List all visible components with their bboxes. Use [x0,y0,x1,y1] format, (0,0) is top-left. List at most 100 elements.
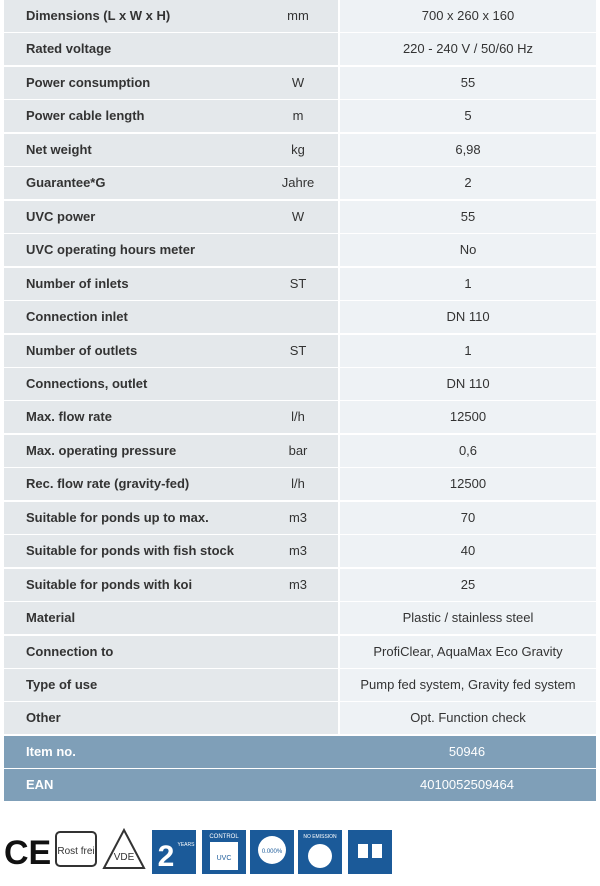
row-value: Pump fed system, Gravity fed system [340,669,596,701]
footer-value: 4010052509464 [338,769,596,802]
badges: CE Rost frei VDE 2 YEARS CONTROL UVC 0.0… [4,827,392,874]
row-label: Other [4,702,258,735]
years-text: YEARS [178,842,196,848]
spec-row: Suitable for ponds with koi m3 25 [4,568,596,601]
row-unit: W [258,66,338,99]
spec-row: Rated voltage 220 - 240 V / 50/60 Hz [4,33,596,66]
row-label: Type of use [4,669,258,701]
row-unit [258,702,338,735]
row-label: Max. operating pressure [4,434,258,467]
row-unit: l/h [258,468,338,501]
spec-row: Power consumption W 55 [4,66,596,99]
uvc-text: UVC [217,855,232,862]
row-label: Suitable for ponds up to max. [4,501,258,534]
row-unit [258,301,338,334]
row-unit: m [258,100,338,133]
row-unit: W [258,200,338,233]
vde-badge [102,827,146,869]
spec-row: Type of use Pump fed system, Gravity fed … [4,669,596,701]
row-value: 6,98 [340,133,596,166]
spec-row: Connection to ProfiClear, AquaMax Eco Gra… [4,635,596,668]
row-label: UVC operating hours meter [4,234,258,267]
row-unit: m3 [258,501,338,534]
row-value: No [340,234,596,267]
spec-row: Suitable for ponds with fish stock m3 40 [4,535,596,568]
row-value: Plastic / stainless steel [340,602,596,635]
row-value: 55 [340,66,596,99]
row-value: 12500 [340,401,596,434]
row-label: Net weight [4,133,258,166]
row-label: Max. flow rate [4,401,258,434]
row-label: Power consumption [4,66,258,99]
spec-row: Other Opt. Function check [4,702,596,735]
rost-text: Rost frei [57,846,94,857]
percent-text: 0.000% [262,849,283,855]
row-label: Power cable length [4,100,258,133]
footer-label: Item no. [4,735,338,768]
control-text: CONTROL [209,834,239,840]
row-unit [258,234,338,267]
control-icon [210,842,238,870]
row-label: Connection to [4,635,258,668]
row-value: 220 - 240 V / 50/60 Hz [340,33,596,66]
row-label: Suitable for ponds with koi [4,568,258,601]
row-unit: Jahre [258,167,338,200]
spec-row: UVC power W 55 [4,200,596,233]
row-unit: m3 [258,568,338,601]
spec-row: Power cable length m 5 [4,100,596,133]
spec-row: Connection inlet DN 110 [4,301,596,334]
row-value: DN 110 [340,367,596,400]
row-unit [258,602,338,635]
row-label: Dimensions (L x W x H) [4,0,258,32]
spec-row: Net weight kg 6,98 [4,133,596,166]
square-badge [348,830,392,874]
years-num: 2 [158,840,175,873]
years-badge [152,830,196,874]
row-value: 1 [340,267,596,300]
row-value: 1 [340,334,596,367]
spec-row: Rec. flow rate (gravity-fed) l/h 12500 [4,468,596,501]
vde-text: VDE [114,852,135,863]
spec-row: Number of inlets ST 1 [4,267,596,300]
row-value: Opt. Function check [340,702,596,735]
spec-row: Guarantee*G Jahre 2 [4,167,596,200]
row-value: 2 [340,167,596,200]
spec-row: Dimensions (L x W x H) mm 700 x 260 x 160 [4,0,596,32]
row-unit: m3 [258,535,338,568]
row-unit [258,635,338,668]
row-label: Material [4,602,258,635]
spec-row: Suitable for ponds up to max. m3 70 [4,501,596,534]
row-unit [258,367,338,400]
footer-row: EAN 4010052509464 [4,769,596,802]
row-value: 5 [340,100,596,133]
rost-badge [55,831,97,867]
emission-text: NO EMISSION [303,834,337,840]
row-label: Connection inlet [4,301,258,334]
spec-row: Number of outlets ST 1 [4,334,596,367]
spec-row: Max. operating pressure bar 0,6 [4,434,596,467]
percent-icon [258,836,286,864]
row-unit [258,669,338,701]
footer-row: Item no. 50946 [4,735,596,768]
row-value: 25 [340,568,596,601]
emission-icon [308,844,332,868]
row-label: Number of outlets [4,334,258,367]
row-unit: kg [258,133,338,166]
square-icon [372,844,382,858]
row-unit [258,33,338,66]
row-unit: bar [258,434,338,467]
row-unit: mm [258,0,338,32]
row-value: 40 [340,535,596,568]
row-value: 12500 [340,468,596,501]
row-label: UVC power [4,200,258,233]
row-unit: ST [258,267,338,300]
square-icon [358,844,368,858]
row-value: ProfiClear, AquaMax Eco Gravity [340,635,596,668]
row-value: DN 110 [340,301,596,334]
row-value: 700 x 260 x 160 [340,0,596,32]
row-label: Number of inlets [4,267,258,300]
row-label: Suitable for ponds with fish stock [4,535,258,568]
row-unit: l/h [258,401,338,434]
row-label: Guarantee*G [4,167,258,200]
